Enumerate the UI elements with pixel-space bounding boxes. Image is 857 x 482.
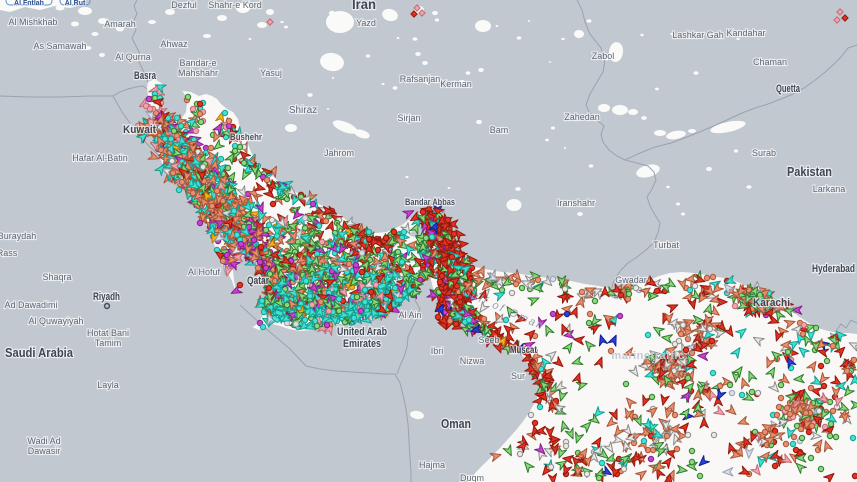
- svg-text:Mahshahr: Mahshahr: [178, 68, 218, 78]
- svg-text:Basra: Basra: [134, 70, 157, 82]
- svg-text:Dezful: Dezful: [171, 0, 197, 10]
- svg-text:Qatar: Qatar: [247, 275, 270, 287]
- svg-text:Ad Dawadimi: Ad Dawadimi: [4, 300, 57, 310]
- svg-text:Al Hofuf: Al Hofuf: [188, 267, 221, 277]
- svg-text:Seeb: Seeb: [478, 335, 499, 345]
- svg-text:Larkana: Larkana: [813, 184, 846, 194]
- svg-text:Kerman: Kerman: [440, 79, 472, 89]
- svg-text:Iran: Iran: [352, 0, 376, 12]
- svg-text:Rass: Rass: [0, 248, 18, 258]
- svg-text:Nizwa: Nizwa: [460, 356, 485, 366]
- svg-text:Riyadh: Riyadh: [93, 291, 120, 303]
- svg-text:Yasuj: Yasuj: [260, 68, 282, 78]
- svg-text:Shahr-e Kord: Shahr-e Kord: [208, 0, 262, 10]
- svg-text:Sirjan: Sirjan: [397, 113, 420, 123]
- svg-text:Yazd: Yazd: [356, 18, 376, 28]
- svg-text:As Samawah: As Samawah: [33, 41, 86, 51]
- svg-text:Saudi Arabia: Saudi Arabia: [5, 345, 74, 360]
- svg-text:Hotat Bani: Hotat Bani: [87, 328, 129, 338]
- svg-text:Hajma: Hajma: [419, 460, 445, 470]
- svg-text:Al Fntlah: Al Fntlah: [14, 0, 44, 7]
- svg-text:United Arab: United Arab: [337, 326, 387, 338]
- svg-text:Quetta: Quetta: [776, 83, 801, 95]
- svg-text:Amarah: Amarah: [104, 19, 136, 29]
- svg-text:Layla: Layla: [97, 380, 119, 390]
- svg-text:Zahedan: Zahedan: [564, 112, 600, 122]
- svg-text:Turbat: Turbat: [653, 240, 679, 250]
- svg-text:Al Quwayiyah: Al Quwayiyah: [28, 316, 83, 326]
- svg-text:Hafar Al-Batin: Hafar Al-Batin: [72, 153, 128, 163]
- svg-text:Ibri: Ibri: [431, 346, 444, 356]
- svg-text:Buraydah: Buraydah: [0, 231, 36, 241]
- svg-text:Shaqra: Shaqra: [42, 272, 71, 282]
- svg-text:Duqm: Duqm: [460, 473, 484, 482]
- svg-text:Tamim: Tamim: [95, 338, 122, 348]
- svg-text:Pakistan: Pakistan: [787, 164, 832, 179]
- svg-text:Al Mishkhab: Al Mishkhab: [8, 17, 57, 27]
- svg-text:Zabol: Zabol: [592, 51, 615, 61]
- svg-text:Al Qurna: Al Qurna: [115, 52, 151, 62]
- svg-text:Wadi Ad: Wadi Ad: [27, 436, 60, 446]
- svg-text:Bandar-e: Bandar-e: [179, 58, 216, 68]
- svg-text:Bandar Abbas: Bandar Abbas: [405, 197, 455, 208]
- svg-text:Lashkar Gah: Lashkar Gah: [672, 30, 724, 40]
- svg-text:Oman: Oman: [441, 416, 471, 431]
- svg-text:Al Rut: Al Rut: [65, 0, 86, 7]
- svg-text:Hyderabad: Hyderabad: [812, 263, 855, 275]
- svg-text:Dawasir: Dawasir: [28, 446, 61, 456]
- svg-text:Shiraz: Shiraz: [289, 105, 317, 116]
- svg-text:Kandahar: Kandahar: [726, 28, 765, 38]
- svg-text:Sur: Sur: [511, 371, 525, 381]
- svg-text:Karachi: Karachi: [753, 297, 790, 309]
- svg-text:Gwadar: Gwadar: [615, 275, 647, 285]
- svg-text:Surab: Surab: [752, 148, 776, 158]
- svg-text:Kuwait: Kuwait: [123, 124, 156, 136]
- svg-text:Bushehr: Bushehr: [230, 132, 262, 142]
- svg-text:marinetraffic: marinetraffic: [611, 350, 684, 362]
- svg-text:Emirates: Emirates: [343, 338, 381, 350]
- svg-text:Bam: Bam: [490, 125, 509, 135]
- svg-text:Chaman: Chaman: [753, 57, 787, 67]
- svg-text:Ahwaz: Ahwaz: [160, 39, 188, 49]
- svg-text:Al Ain: Al Ain: [398, 310, 421, 320]
- svg-text:Iranshahr: Iranshahr: [557, 198, 595, 208]
- svg-text:Rafsanjan: Rafsanjan: [400, 74, 441, 84]
- svg-text:Jahrom: Jahrom: [324, 148, 354, 158]
- svg-text:Muscat: Muscat: [510, 345, 538, 356]
